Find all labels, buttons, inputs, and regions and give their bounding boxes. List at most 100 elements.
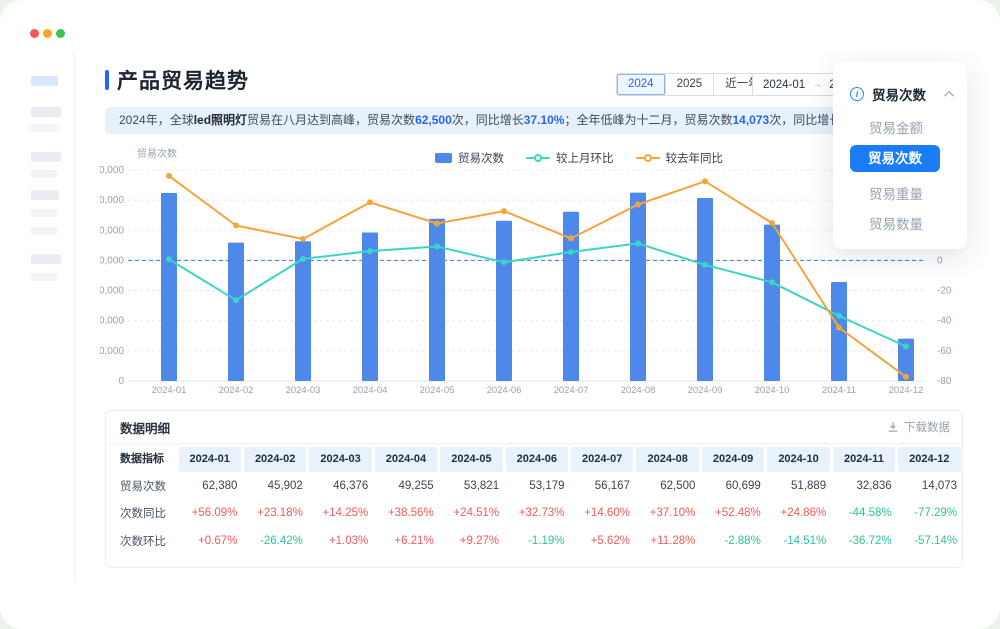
point-较去年同比-2024-03[interactable]: [300, 236, 306, 242]
point-较去年同比-2024-04[interactable]: [367, 199, 373, 206]
column-header-month: 2024-11: [832, 447, 896, 472]
legend-item-较上月环比[interactable]: 较上月环比: [526, 150, 614, 166]
sidebar-item[interactable]: [31, 190, 59, 200]
cell-value: 62,380: [202, 479, 238, 492]
data-table-card: 数据明细 下载数据 数据指标 2024-01 2024-02 2024-03 2024-…: [105, 410, 963, 568]
table-column-header-row: 数据指标 2024-01 2024-02 2024-03 2024-04 2024-05 2…: [106, 447, 962, 472]
point-较上月环比-2024-08[interactable]: [635, 240, 641, 247]
cell-value: +14.60%: [584, 507, 630, 520]
point-较上月环比-2024-02[interactable]: [233, 297, 239, 304]
bar-2024-08[interactable]: [630, 192, 646, 381]
point-较上月环比-2024-05[interactable]: [434, 243, 440, 250]
point-较去年同比-2024-09[interactable]: [702, 178, 708, 185]
minimize-window-icon[interactable]: [43, 29, 52, 38]
x-axis-tick: 2024-11: [822, 385, 856, 396]
point-较上月环比-2024-01[interactable]: [166, 256, 172, 263]
bar-2024-09[interactable]: [697, 198, 713, 381]
summary-text: 次，同比增长: [451, 113, 524, 127]
legend-item-贸易次数[interactable]: 贸易次数: [435, 150, 504, 166]
table-row-贸易次数: 贸易次数 62,380 45,902 46,376 49,255 53,821 53,179…: [106, 472, 962, 500]
dropdown-option-贸易重量[interactable]: 贸易重量: [869, 187, 923, 202]
dropdown-option-贸易数量[interactable]: 贸易数量: [869, 217, 923, 232]
point-较上月环比-2024-11[interactable]: [836, 312, 842, 319]
right-axis-tick: -80: [937, 376, 952, 387]
point-较上月环比-2024-12[interactable]: [903, 343, 909, 350]
table-title: 数据明细: [120, 421, 171, 436]
bar-2024-06[interactable]: [496, 220, 512, 381]
summary-text: 贸易在八月达到高峰，贸易次数: [247, 113, 416, 127]
bar-2024-02[interactable]: [228, 242, 244, 381]
cell-value: +56.09%: [191, 507, 238, 520]
cell-value: -14.51%: [783, 534, 827, 547]
bar-2024-12[interactable]: [898, 338, 914, 381]
bar-2024-03[interactable]: [295, 241, 311, 381]
cell-value: 53,821: [463, 479, 500, 492]
column-header-month: 2024-01: [178, 447, 241, 472]
point-较去年同比-2024-10[interactable]: [769, 220, 775, 226]
point-较上月环比-2024-09[interactable]: [702, 261, 708, 268]
sidebar-item[interactable]: [31, 170, 57, 178]
summary-text: 次，同比增长: [769, 113, 842, 127]
bar-2024-11[interactable]: [831, 282, 847, 381]
point-较上月环比-2024-03[interactable]: [300, 255, 306, 262]
arrow-right-icon: →: [812, 79, 823, 90]
segment-2024[interactable]: 2024: [617, 74, 666, 95]
point-较去年同比-2024-07[interactable]: [568, 235, 574, 242]
point-较去年同比-2024-02[interactable]: [233, 222, 239, 229]
x-axis-tick: 2024-12: [889, 385, 924, 396]
dropdown-option-贸易金额[interactable]: 贸易金额: [869, 121, 923, 136]
point-较去年同比-2024-01[interactable]: [166, 172, 172, 179]
legend-bar-swatch: [435, 153, 452, 163]
bar-2024-01[interactable]: [161, 192, 177, 381]
sidebar-item[interactable]: [31, 227, 57, 235]
point-较上月环比-2024-06[interactable]: [501, 259, 507, 266]
dropdown-option-贸易次数[interactable]: 贸易次数: [850, 145, 940, 172]
bar-2024-05[interactable]: [429, 218, 445, 381]
bar-2024-04[interactable]: [362, 232, 378, 381]
legend-label: 贸易次数: [458, 153, 504, 165]
point-较去年同比-2024-05[interactable]: [434, 220, 440, 227]
x-axis-tick: 2024-02: [219, 385, 254, 396]
cell-value: +37.10%: [649, 507, 696, 520]
point-较去年同比-2024-06[interactable]: [501, 208, 507, 215]
x-axis-tick: 2024-10: [755, 385, 790, 396]
point-较去年同比-2024-08[interactable]: [635, 201, 641, 208]
point-较上月环比-2024-04[interactable]: [367, 248, 373, 255]
cell-value: +0.67%: [198, 534, 238, 547]
sidebar-item[interactable]: [31, 254, 61, 264]
info-icon: i: [850, 87, 864, 101]
chart-legend: 贸易次数 较上月环比 较去年同比: [435, 150, 723, 166]
point-较去年同比-2024-12[interactable]: [903, 373, 909, 380]
left-axis-tick: 10,000: [100, 346, 124, 357]
left-axis-tick: 20,000: [100, 316, 124, 327]
column-header-month: 2024-12: [898, 447, 961, 472]
point-较去年同比-2024-11[interactable]: [836, 324, 842, 331]
x-axis-tick: 2024-09: [688, 385, 723, 396]
segment-2025[interactable]: 2025: [665, 74, 715, 95]
trade-trend-chart[interactable]: 0 10,000 20,000 30,000 40,000 50,000 60,000 70,…: [93, 143, 966, 401]
cell-value: 56,167: [594, 479, 630, 492]
close-window-icon[interactable]: [30, 29, 39, 38]
sidebar-item[interactable]: [31, 152, 61, 162]
sidebar-item[interactable]: [31, 107, 61, 117]
date-range-start: 2024-01: [763, 78, 806, 91]
point-较上月环比-2024-10[interactable]: [769, 279, 775, 286]
left-axis-tick: 50,000: [100, 225, 124, 236]
metric-dropdown-header[interactable]: i 贸易次数: [850, 84, 955, 104]
sidebar-item[interactable]: [31, 273, 57, 281]
bar-2024-10[interactable]: [764, 224, 780, 381]
sidebar-item-active[interactable]: [31, 76, 58, 86]
point-较上月环比-2024-07[interactable]: [568, 249, 574, 255]
x-axis-tick: 2024-05: [420, 385, 455, 396]
sidebar-item[interactable]: [31, 124, 57, 132]
legend-item-较去年同比[interactable]: 较去年同比: [635, 150, 723, 166]
maximize-window-icon[interactable]: [56, 29, 65, 38]
cell-value: +24.51%: [453, 507, 500, 520]
bar-2024-07[interactable]: [563, 211, 579, 381]
sidebar-item[interactable]: [31, 209, 57, 217]
x-axis-tick: 2024-04: [353, 385, 388, 396]
row-label: 次数同比: [120, 508, 166, 521]
download-data-button[interactable]: 下载数据: [887, 419, 950, 435]
title-accent-bar: [105, 70, 109, 90]
